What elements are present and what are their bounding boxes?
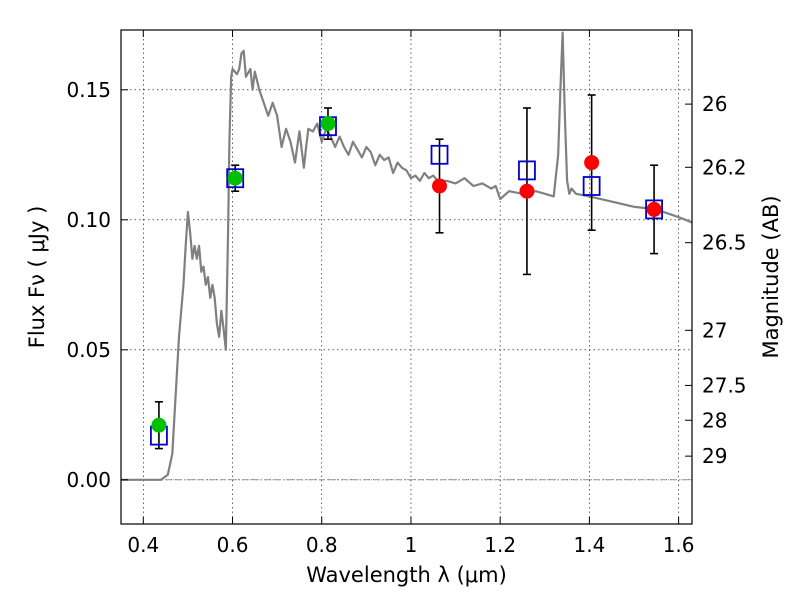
x-tick-label: 1 (405, 533, 418, 557)
y2-tick-label: 26.2 (702, 155, 747, 179)
detection-point (151, 417, 167, 433)
model-band-square (582, 176, 601, 196)
model-band-square (645, 199, 663, 220)
x-tick-label: 1.4 (573, 533, 605, 557)
x-axis-label: Wavelength λ (μm) (306, 563, 507, 587)
y-axis-label: Flux Fν ( μJy ) (25, 206, 49, 349)
plot-frame (120, 29, 693, 525)
series-layer (121, 31, 693, 481)
x-tick-label: 0.4 (127, 533, 159, 557)
y2-tick-label: 26 (702, 92, 727, 116)
measurement-point (519, 183, 535, 199)
y2-tick-label: 27.5 (702, 373, 747, 397)
detection-point (227, 170, 243, 186)
tick-layer: 0.4 0.6 0.8 1 1.2 1.4 1.6 0.00 0.05 0.10 0.15 26 26.… (66, 30, 747, 557)
measurement-point (432, 178, 448, 194)
model-band-square (518, 160, 536, 181)
model-band-square (430, 144, 449, 165)
model-sed-line (121, 31, 693, 481)
y2-tick-label: 26.5 (702, 231, 747, 255)
grid (121, 30, 692, 524)
y-tick-label: 0.10 (66, 208, 111, 232)
y2-axis-label: Magnitude (AB) (759, 195, 783, 358)
measurement-point (584, 155, 600, 171)
model-band-square (226, 168, 245, 189)
y-tick-label: 0.05 (66, 338, 111, 362)
measurement-point (646, 201, 662, 217)
y2-tick-label: 27 (702, 318, 727, 342)
x-tick-label: 0.6 (217, 533, 249, 557)
y2-tick-label: 29 (702, 444, 727, 468)
detection-point (320, 116, 336, 132)
x-tick-label: 1.6 (663, 533, 695, 557)
y2-tick-label: 28 (702, 408, 727, 432)
x-tick-label: 0.8 (306, 533, 338, 557)
y-tick-label: 0.15 (66, 78, 111, 102)
y-tick-label: 0.00 (66, 468, 111, 492)
x-tick-label: 1.2 (484, 533, 516, 557)
